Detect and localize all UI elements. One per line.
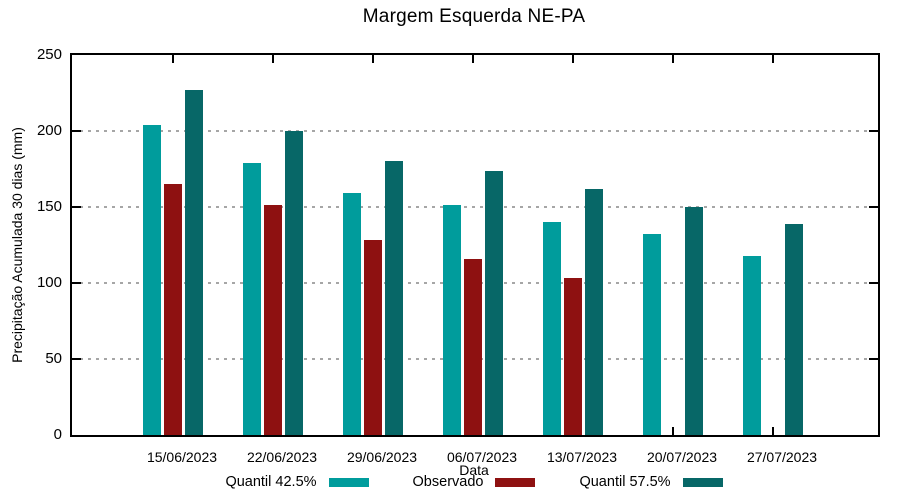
legend-entry: Observado [413,474,536,490]
x-tick-mark [672,55,674,63]
y-tick-mark [869,130,878,132]
y-tick-label: 0 [53,426,62,443]
bar-quantil-57-5--29-06-2023 [385,161,403,435]
y-tick-mark [869,358,878,360]
y-tick-label: 200 [36,122,62,139]
plot-area [70,53,880,437]
x-tick-mark [272,55,274,63]
y-tick-mark [72,282,81,284]
x-tick-mark [172,55,174,63]
bar-quantil-57-5--22-06-2023 [285,131,303,435]
legend-entry: Quantil 57.5% [579,474,723,490]
bar-observado-29-06-2023 [364,240,382,435]
legend-entry: Quantil 42.5% [225,474,369,490]
x-tick-label: 13/07/2023 [546,449,618,465]
bar-quantil-42-5--15-06-2023 [143,125,161,435]
y-tick-label: 100 [36,274,62,291]
x-tick-mark [772,427,774,435]
y-tick-mark [72,130,81,132]
gridline-y150 [72,206,878,208]
bar-observado-13-07-2023 [564,278,582,435]
y-tick-label: 50 [45,350,62,367]
bar-quantil-57-5--13-07-2023 [585,189,603,435]
y-axis-label: Precipitação Acumulada 30 dias (mm) [9,127,25,363]
y-tick-mark [869,282,878,284]
y-tick-mark [72,206,81,208]
bar-quantil-57-5--20-07-2023 [685,207,703,435]
bar-quantil-57-5--27-07-2023 [785,224,803,435]
y-tick-mark [72,358,81,360]
x-tick-mark [472,55,474,63]
bar-quantil-42-5--27-07-2023 [743,256,761,435]
bar-observado-06-07-2023 [464,259,482,435]
bar-quantil-42-5--29-06-2023 [343,193,361,435]
legend-swatch [682,477,723,487]
x-tick-label: 15/06/2023 [146,449,218,465]
bar-quantil-42-5--22-06-2023 [243,163,261,435]
x-tick-mark [372,55,374,63]
legend-swatch [495,477,536,487]
y-tick-label: 150 [36,198,62,215]
bar-quantil-57-5--15-06-2023 [185,90,203,435]
x-tick-label: 29/06/2023 [346,449,418,465]
legend-label: Quantil 57.5% [579,474,671,490]
bar-observado-22-06-2023 [264,205,282,435]
legend: Quantil 42.5% Observado Quantil 57.5% [70,474,878,490]
chart-title: Margem Esquerda NE-PA [362,6,586,27]
bar-quantil-57-5--06-07-2023 [485,171,503,435]
bar-quantil-42-5--06-07-2023 [443,205,461,435]
x-tick-mark [772,55,774,63]
legend-label: Observado [412,474,484,490]
x-tick-label: 20/07/2023 [646,449,718,465]
legend-swatch [328,477,369,487]
bar-quantil-42-5--20-07-2023 [643,234,661,435]
legend-label: Quantil 42.5% [225,474,317,490]
x-axis-label: Data [459,462,489,478]
x-tick-label: 06/07/2023 [446,449,518,465]
x-tick-label: 27/07/2023 [746,449,818,465]
bar-observado-15-06-2023 [164,184,182,435]
x-tick-mark [572,55,574,63]
gridline-y200 [72,130,878,132]
x-tick-label: 22/06/2023 [246,449,318,465]
x-tick-mark [672,427,674,435]
bar-quantil-42-5--13-07-2023 [543,222,561,435]
y-tick-label: 250 [36,46,62,63]
y-tick-mark [869,206,878,208]
